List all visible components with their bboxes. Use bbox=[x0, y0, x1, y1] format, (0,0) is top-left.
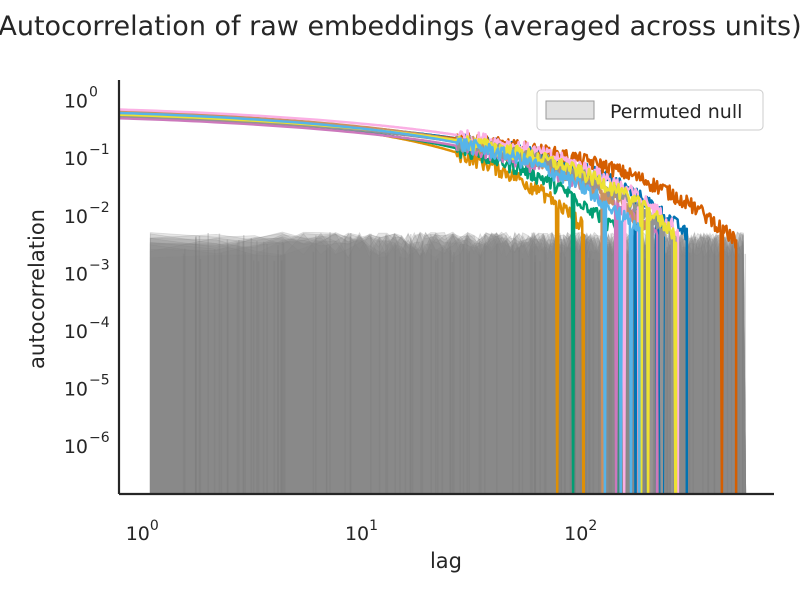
y-tick-exponent-2: −2 bbox=[89, 200, 110, 216]
x-tick-label-0: 100 bbox=[126, 518, 159, 545]
chart-title: Autocorrelation of raw embeddings (avera… bbox=[0, 11, 800, 42]
legend-label-permuted-null: Permuted null bbox=[610, 101, 742, 123]
axes bbox=[117, 80, 774, 496]
y-tick-label-0: 10 bbox=[64, 91, 88, 113]
y-tick-exponent-0: 0 bbox=[89, 85, 98, 101]
y-tick-label-1: 10 bbox=[64, 148, 88, 170]
x-tick-exponent-0: 0 bbox=[150, 518, 159, 534]
x-tick-exponent-1: 1 bbox=[369, 518, 378, 534]
null-band-layer bbox=[149, 231, 747, 494]
null-band-layer bbox=[149, 231, 747, 494]
y-tick-label-5: 10 bbox=[64, 378, 88, 400]
x-axis-label: lag bbox=[430, 549, 462, 573]
null-band-layer bbox=[149, 231, 747, 494]
null-band-layer bbox=[149, 232, 747, 494]
null-band-layer bbox=[149, 231, 747, 494]
y-tick-label-2: 10 bbox=[64, 206, 88, 228]
autocorrelation-series bbox=[119, 108, 738, 494]
x-tick-exponent-2: 2 bbox=[588, 518, 597, 534]
y-tick-exponent-3: −3 bbox=[89, 257, 110, 273]
y-tick-exponent-5: −5 bbox=[89, 372, 110, 388]
y-axis-label: autocorrelation bbox=[25, 209, 49, 369]
y-tick-exponent-6: −6 bbox=[89, 430, 110, 446]
null-band-layer bbox=[149, 232, 747, 494]
null-band-layer bbox=[149, 231, 747, 494]
y-tick-exponent-1: −1 bbox=[89, 142, 110, 158]
y-tick-label-6: 10 bbox=[64, 436, 88, 458]
x-tick-label-2: 102 bbox=[564, 518, 597, 545]
null-band-layer bbox=[149, 231, 747, 494]
x-tick-label-1: 101 bbox=[345, 518, 378, 545]
y-tick-label-4: 10 bbox=[64, 321, 88, 343]
series-line-10 bbox=[119, 111, 641, 494]
legend-swatch-permuted-null bbox=[545, 100, 595, 120]
null-band-layer bbox=[149, 231, 747, 494]
legend: Permuted null bbox=[536, 89, 764, 131]
null-band-layer bbox=[149, 231, 747, 494]
null-band-layer bbox=[149, 231, 747, 494]
y-tick-exponent-4: −4 bbox=[89, 315, 110, 331]
legend-frame bbox=[536, 89, 764, 131]
y-tick-label-3: 10 bbox=[64, 263, 88, 285]
null-band-layer bbox=[149, 231, 747, 494]
